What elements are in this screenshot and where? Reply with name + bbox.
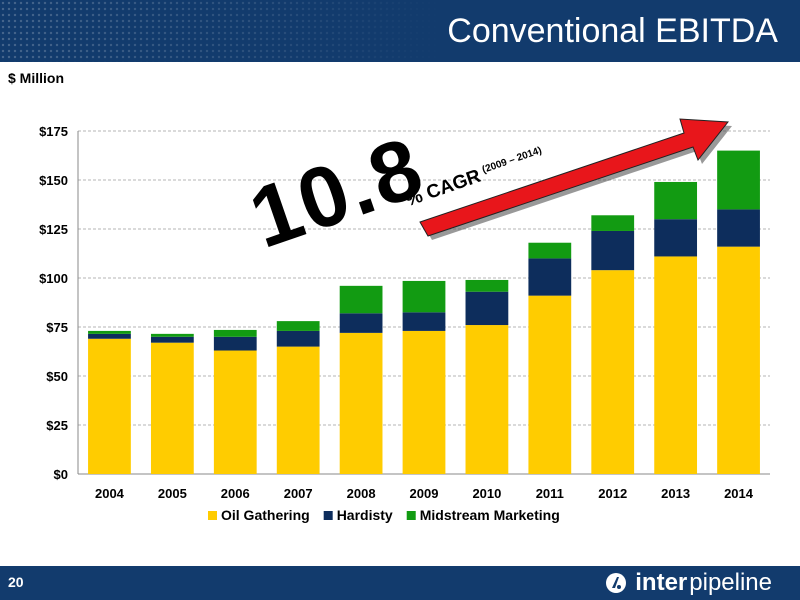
slide-title: Conventional EBITDA — [447, 12, 778, 50]
x-tick-label: 2008 — [347, 486, 376, 501]
footer-bar: 20 inter pipeline — [0, 566, 800, 600]
bar-2012-midstream-marketing — [591, 215, 635, 231]
bar-2011-oil-gathering — [528, 295, 572, 474]
logo-text-pipeline: pipeline — [689, 569, 772, 596]
x-tick-label: 2010 — [472, 486, 501, 501]
x-tick-label: 2011 — [536, 486, 564, 501]
bar-2013-hardisty — [654, 219, 698, 257]
bar-2004-oil-gathering — [88, 338, 131, 474]
logo-text-inter: inter — [635, 569, 688, 596]
x-tick-label: 2012 — [598, 486, 627, 501]
bar-2013-oil-gathering — [654, 256, 698, 474]
bar-2008-oil-gathering — [339, 332, 383, 474]
page-number: 20 — [8, 574, 24, 590]
bar-2012-oil-gathering — [591, 270, 635, 474]
bar-2006-oil-gathering — [213, 350, 257, 474]
x-tick-label: 2005 — [158, 486, 187, 501]
bar-2014-midstream-marketing — [717, 150, 760, 210]
y-tick-label: $75 — [46, 320, 68, 335]
y-axis-labels: $0 $25 $50 $75 $100 $125 $150 $175 — [39, 124, 68, 482]
legend: Oil Gathering Hardisty Midstream Marketing — [208, 507, 560, 523]
legend-swatch — [208, 511, 217, 520]
growth-arrow — [419, 118, 729, 237]
bar-2005-midstream-marketing — [150, 333, 194, 337]
x-tick-label: 2007 — [284, 486, 313, 501]
bar-2010-midstream-marketing — [465, 279, 509, 292]
bar-2006-hardisty — [213, 336, 257, 351]
legend-swatch — [323, 511, 333, 520]
inter-pipeline-logo-icon — [606, 573, 627, 593]
bar-2008-hardisty — [339, 313, 383, 333]
header-bar: Conventional EBITDA — [0, 0, 800, 62]
bar-2005-oil-gathering — [150, 342, 194, 474]
unit-label: $ Million — [8, 70, 64, 86]
legend-swatch — [406, 511, 416, 520]
bar-2004-hardisty — [88, 333, 131, 339]
legend-item: Hardisty — [337, 507, 393, 523]
x-tick-label: 2013 — [661, 486, 690, 501]
bar-2011-hardisty — [528, 258, 572, 296]
growth-arrow-group — [419, 118, 732, 240]
bar-2004-midstream-marketing — [88, 330, 131, 334]
y-tick-label: $175 — [39, 124, 68, 139]
bar-2007-midstream-marketing — [276, 321, 320, 331]
y-tick-label: $100 — [39, 271, 68, 286]
bar-2005-hardisty — [150, 336, 194, 343]
bar-2007-hardisty — [276, 330, 320, 347]
bar-2011-midstream-marketing — [528, 242, 572, 259]
bar-2014-hardisty — [717, 209, 760, 247]
bar-2013-midstream-marketing — [654, 181, 698, 220]
bar-2008-midstream-marketing — [339, 285, 383, 314]
company-logo: inter pipeline — [605, 569, 772, 597]
y-tick-label: $25 — [46, 418, 68, 433]
legend-item: Midstream Marketing — [420, 507, 560, 523]
bar-2010-oil-gathering — [465, 325, 509, 474]
y-tick-label: $50 — [46, 369, 68, 384]
x-tick-label: 2004 — [95, 486, 125, 501]
bar-2009-oil-gathering — [402, 330, 446, 474]
x-tick-label: 2014 — [724, 486, 754, 501]
legend-item: Oil Gathering — [221, 507, 310, 523]
bar-2014-oil-gathering — [717, 246, 760, 474]
y-tick-label: $0 — [54, 467, 68, 482]
x-tick-label: 2009 — [410, 486, 439, 501]
bars — [88, 150, 760, 474]
header-gradient — [0, 0, 800, 62]
x-axis-labels: 2004 2005 2006 2007 2008 2009 2010 2011 2012 2013… — [95, 486, 754, 501]
bar-2007-oil-gathering — [276, 346, 320, 474]
x-tick-label: 2006 — [221, 486, 250, 501]
bar-2009-midstream-marketing — [402, 280, 446, 313]
bar-2010-hardisty — [465, 291, 509, 326]
bar-2012-hardisty — [591, 230, 635, 271]
y-tick-label: $150 — [39, 173, 68, 188]
bar-2009-hardisty — [402, 312, 446, 331]
y-tick-label: $125 — [39, 222, 68, 237]
bar-2006-midstream-marketing — [213, 329, 257, 337]
